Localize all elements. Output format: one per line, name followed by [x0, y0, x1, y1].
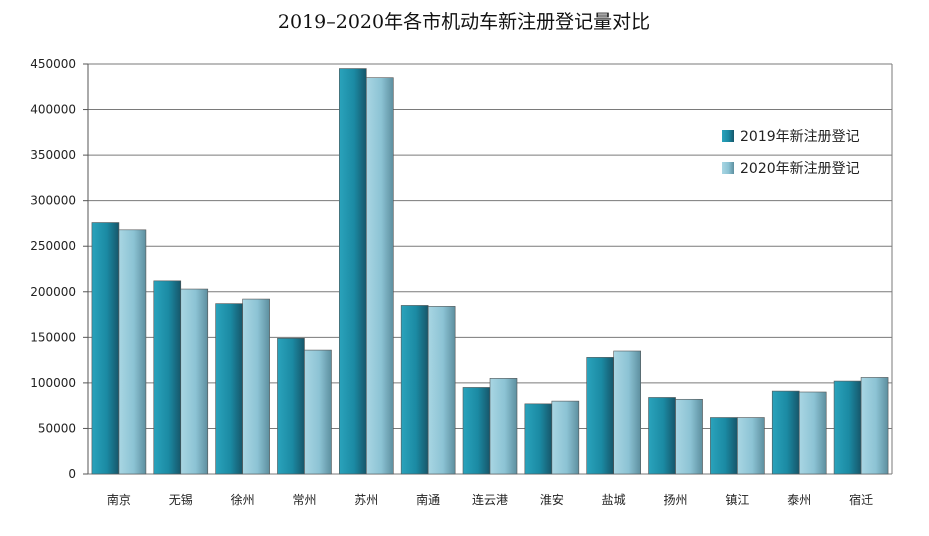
- bar-2020: [427, 306, 456, 475]
- y-tick-label: 200000: [30, 285, 76, 299]
- bar-2019: [153, 280, 182, 475]
- legend: 2019年新注册登记 2020年新注册登记: [722, 129, 860, 177]
- bar-2019: [339, 68, 367, 475]
- legend-swatch: [722, 162, 734, 174]
- bar-2019: [710, 417, 738, 475]
- x-category-label: 镇江: [725, 493, 749, 507]
- bar-2020: [242, 298, 270, 475]
- bar-2020: [118, 229, 147, 475]
- bar-2019: [648, 397, 676, 475]
- bar-2019: [771, 390, 800, 475]
- x-category-label: 宿迁: [849, 492, 873, 507]
- legend-swatch: [722, 130, 734, 142]
- y-tick-label: 250000: [30, 239, 76, 253]
- y-tick-label: 100000: [30, 376, 76, 390]
- x-category-label: 无锡: [169, 492, 193, 507]
- legend-label: 2020年新注册登记: [740, 161, 860, 177]
- bar-2020: [798, 391, 827, 475]
- bar-2020: [613, 350, 641, 475]
- legend-label: 2019年新注册登记: [740, 129, 860, 145]
- bars: [91, 68, 889, 475]
- bar-2019: [215, 303, 243, 475]
- x-category-label: 苏州: [354, 493, 378, 507]
- x-category-label: 南通: [416, 492, 440, 507]
- x-axis-categories: 南京 无锡 徐州 常州 苏州 南通 连云港 淮安 盐城 扬州 镇江 泰州 宿迁: [107, 492, 873, 507]
- y-tick-label: 0: [68, 467, 76, 481]
- bar-2019: [586, 357, 614, 475]
- bar-2019: [277, 337, 305, 475]
- y-tick-label: 400000: [30, 103, 76, 117]
- x-category-label: 连云港: [472, 492, 508, 507]
- x-category-label: 南京: [107, 492, 131, 507]
- y-tick-label: 350000: [30, 148, 76, 162]
- y-tick-label: 150000: [30, 330, 76, 344]
- bar-2020: [737, 417, 765, 475]
- bar-2019: [833, 380, 862, 475]
- x-category-label: 泰州: [787, 493, 811, 507]
- bar-2020: [304, 349, 332, 475]
- bar-2020: [551, 400, 580, 475]
- bar-2020: [860, 377, 889, 475]
- y-tick-label: 300000: [30, 194, 76, 208]
- bar-2019: [400, 305, 429, 475]
- bar-2019: [462, 387, 491, 475]
- bar-2020: [675, 398, 703, 475]
- y-tick-label: 450000: [30, 57, 76, 71]
- y-axis-ticks: 0 50000 100000 150000 200000 250000 300000 3500…: [30, 57, 76, 481]
- x-category-label: 常州: [292, 493, 316, 507]
- chart-title: 2019–2020年各市机动车新注册登记量对比: [278, 11, 650, 33]
- bar-2020: [489, 378, 518, 475]
- bar-2020: [366, 77, 394, 475]
- y-tick-label: 50000: [38, 421, 76, 435]
- x-category-label: 盐城: [602, 493, 626, 507]
- bar-2020: [180, 288, 209, 475]
- x-category-label: 徐州: [231, 492, 255, 507]
- bar-2019: [91, 222, 120, 475]
- x-category-label: 扬州: [664, 492, 688, 507]
- x-category-label: 淮安: [540, 492, 564, 507]
- bar-2019: [524, 403, 553, 475]
